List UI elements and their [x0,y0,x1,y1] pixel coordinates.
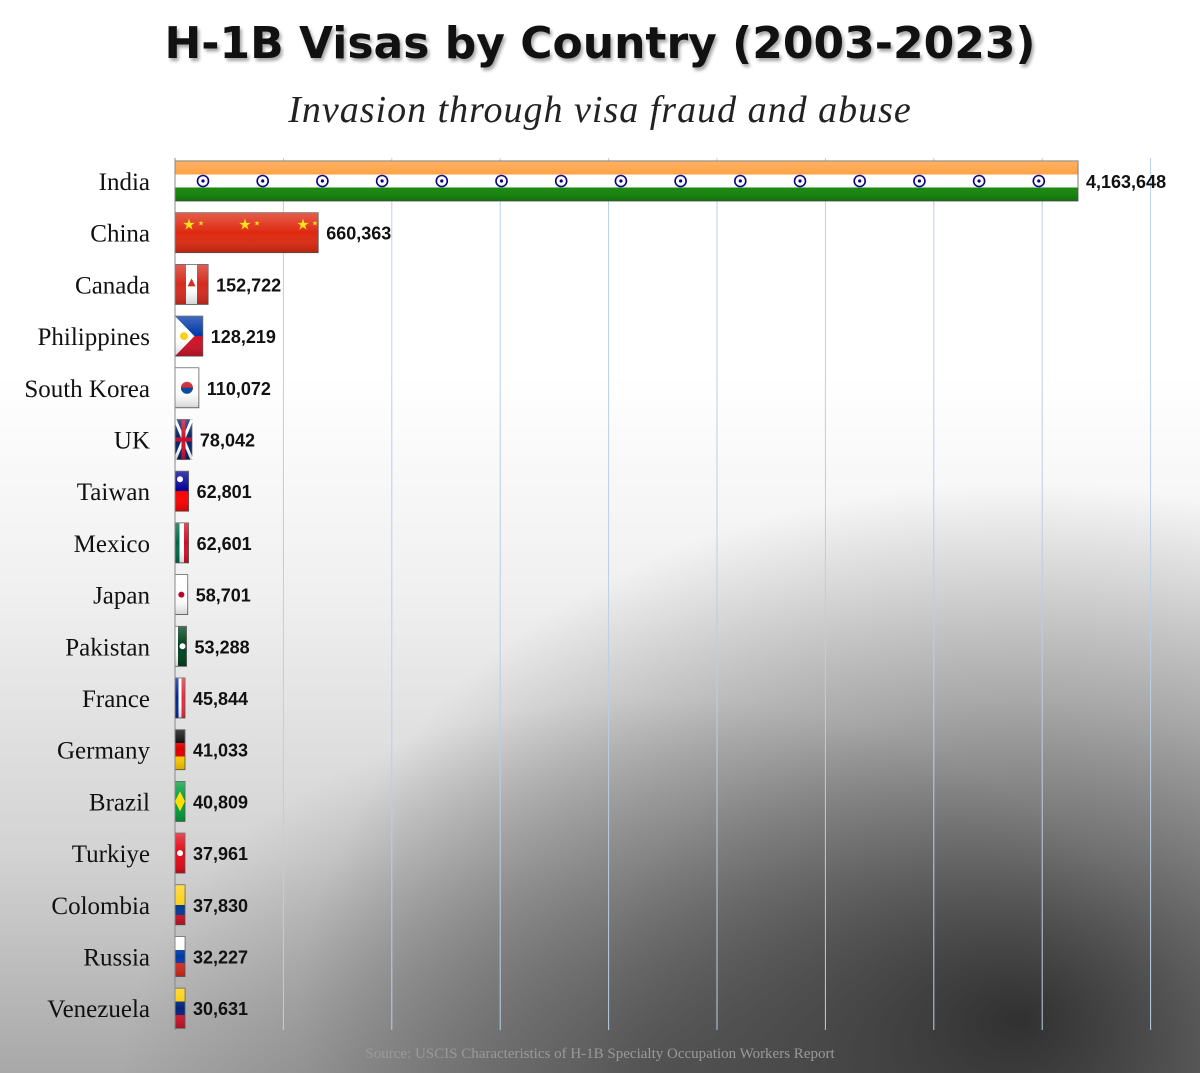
chart-subtitle: Invasion through visa fraud and abuse [288,89,912,131]
value-label: 62,801 [197,482,252,502]
bar-gloss [175,988,185,1029]
value-label: 152,722 [216,275,281,295]
value-label: 78,042 [200,431,255,451]
value-label: 30,631 [193,999,248,1019]
value-label: 32,227 [193,948,248,968]
category-label: Colombia [51,893,150,920]
bar-gloss [175,574,188,615]
category-label: Mexico [74,531,150,558]
value-label: 58,701 [196,586,251,606]
category-label: Taiwan [77,479,151,506]
category-label: France [82,686,150,713]
bar-gloss [175,936,185,977]
category-label: Brazil [89,789,150,816]
bar-gloss [175,161,1078,201]
category-label: India [99,169,150,196]
chart-title: H-1B Visas by Country (2003-2023) [164,18,1036,69]
category-label: Pakistan [65,634,150,661]
bar-gloss [175,419,192,460]
bar-gloss [175,522,189,563]
bar-gloss [175,781,185,822]
category-label: Philippines [37,324,150,351]
value-label: 45,844 [193,689,248,709]
category-label: Venezuela [47,996,150,1023]
value-label: 37,961 [193,844,248,864]
bar-gloss [175,884,185,925]
category-label: Russia [83,945,150,972]
category-label: Japan [93,583,150,610]
category-label: Germany [57,738,151,765]
value-label: 660,363 [326,224,391,244]
category-label: Canada [75,272,150,299]
source-note: Source: USCIS Characteristics of H-1B Sp… [365,1046,835,1062]
value-label: 128,219 [211,327,276,347]
bar-gloss [175,626,187,667]
bar-gloss [175,367,199,408]
bar-gloss [175,316,203,357]
category-label: Turkiye [72,841,150,868]
value-label: 62,601 [197,534,252,554]
value-label: 37,830 [193,896,248,916]
category-label: South Korea [24,376,150,403]
value-label: 40,809 [193,792,248,812]
value-label: 41,033 [193,741,248,761]
value-label: 110,072 [207,379,271,399]
bar-gloss [175,471,189,512]
bar-gloss [175,678,185,718]
bar-gloss [175,264,209,305]
category-label: China [90,221,150,248]
bar-gloss [175,833,185,874]
value-label: 4,163,648 [1086,172,1166,192]
category-label: UK [114,428,150,455]
bar-gloss [175,729,185,770]
value-label: 53,288 [195,637,250,657]
bar-gloss [175,212,319,253]
